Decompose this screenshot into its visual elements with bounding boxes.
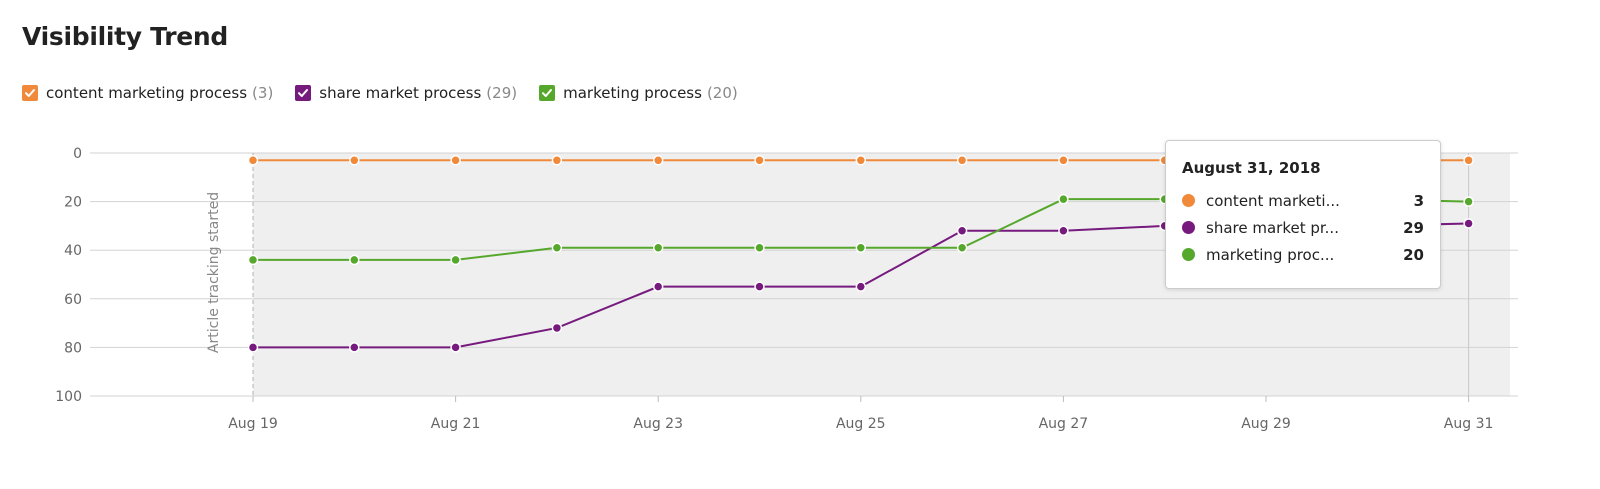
data-point — [855, 242, 867, 254]
data-point — [450, 342, 461, 353]
y-tick-label: 100 — [55, 389, 82, 405]
data-point — [349, 342, 360, 353]
y-tick-label: 60 — [64, 292, 82, 308]
legend-count: (3) — [252, 84, 274, 102]
data-point — [652, 242, 664, 254]
x-tick-label: Aug 25 — [836, 416, 886, 432]
data-point — [551, 322, 563, 334]
x-tick-label: Aug 19 — [228, 416, 278, 432]
data-point — [551, 155, 563, 166]
data-point — [1058, 155, 1069, 166]
legend-label: share market process — [319, 84, 482, 102]
y-tick-label: 0 — [73, 146, 82, 162]
data-point — [551, 242, 563, 254]
checkbox-checked-icon[interactable] — [22, 85, 38, 101]
data-point — [1463, 155, 1474, 166]
tooltip-row: marketing proc... 20 — [1182, 241, 1424, 268]
x-tick-label: Aug 29 — [1241, 416, 1291, 432]
checkbox-checked-icon[interactable] — [539, 85, 556, 101]
tooltip-series-name: marketing proc... — [1206, 245, 1335, 264]
series-dot-icon — [1182, 248, 1195, 261]
data-point — [349, 155, 360, 166]
data-point — [652, 155, 664, 166]
series-dot-icon — [1182, 194, 1195, 207]
data-point — [855, 155, 867, 166]
chart-title: Visibility Trend — [22, 22, 228, 51]
legend-label: marketing process — [563, 84, 702, 102]
tooltip-series-value: 3 — [1413, 191, 1424, 210]
annotation-label: Article tracking started — [206, 192, 222, 353]
checkbox-checked-icon[interactable] — [295, 85, 312, 101]
tooltip-series-name: content marketi... — [1206, 191, 1340, 210]
legend: content marketing process (3) share mark… — [22, 84, 760, 102]
legend-item-content-marketing-process[interactable]: content marketing process (3) — [22, 84, 273, 102]
tooltip-series-value: 20 — [1403, 245, 1424, 264]
tooltip-series-value: 29 — [1403, 218, 1424, 237]
data-point — [855, 281, 867, 292]
data-point — [247, 254, 259, 266]
legend-item-share-market-process[interactable]: share market process (29) — [295, 84, 517, 102]
data-point — [1463, 218, 1474, 229]
data-point — [349, 254, 360, 266]
tooltip-date: August 31, 2018 — [1182, 159, 1321, 177]
data-point — [956, 225, 968, 237]
x-tick-label: Aug 23 — [633, 416, 683, 432]
data-point — [956, 242, 968, 254]
chart-tooltip: August 31, 2018 content marketi... 3 sha… — [1165, 140, 1441, 289]
data-point — [247, 342, 259, 353]
data-point — [1058, 225, 1069, 237]
data-point — [1463, 196, 1474, 207]
y-tick-label: 20 — [64, 195, 82, 211]
data-point — [247, 155, 259, 166]
tooltip-row: content marketi... 3 — [1182, 187, 1424, 214]
data-point — [956, 155, 968, 166]
data-point — [450, 155, 461, 166]
data-point — [754, 281, 765, 292]
y-tick-label: 40 — [64, 243, 82, 259]
tooltip-row: share market pr... 29 — [1182, 214, 1424, 241]
x-tick-label: Aug 27 — [1039, 416, 1089, 432]
x-tick-label: Aug 21 — [431, 416, 481, 432]
legend-item-marketing-process[interactable]: marketing process (20) — [539, 84, 738, 102]
legend-label: content marketing process — [46, 84, 248, 102]
legend-count: (20) — [706, 84, 738, 102]
legend-count: (29) — [486, 84, 518, 102]
data-point — [450, 254, 461, 266]
tooltip-series-name: share market pr... — [1206, 218, 1339, 237]
data-point — [754, 242, 765, 254]
data-point — [652, 281, 664, 292]
data-point — [754, 155, 765, 166]
series-dot-icon — [1182, 221, 1195, 234]
y-tick-label: 80 — [64, 340, 82, 356]
data-point — [1058, 193, 1069, 205]
x-tick-label: Aug 31 — [1444, 416, 1494, 432]
